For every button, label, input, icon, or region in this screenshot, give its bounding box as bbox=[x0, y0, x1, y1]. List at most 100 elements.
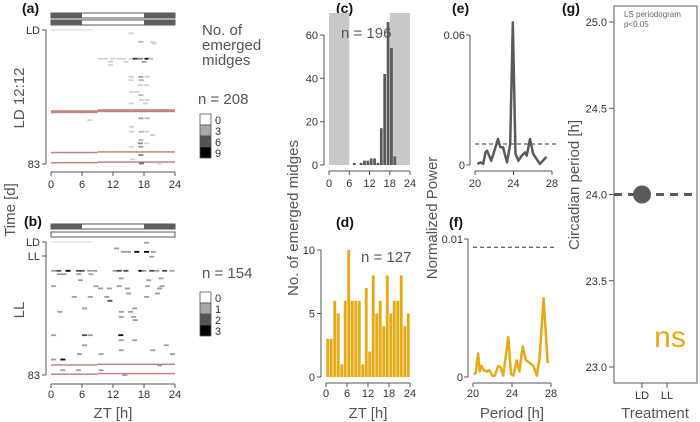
histogram-bar bbox=[386, 22, 390, 165]
emergence-event bbox=[51, 358, 57, 361]
x-tick-label: 18 bbox=[138, 389, 150, 401]
emergence-event bbox=[138, 79, 144, 82]
emergence-event bbox=[138, 94, 144, 97]
x-tick-label: 6 bbox=[79, 179, 85, 191]
legend-level-label: 0 bbox=[215, 115, 221, 127]
emergence-event bbox=[82, 334, 88, 337]
emergence-event bbox=[76, 353, 82, 356]
x-tick-label: 24 bbox=[404, 178, 416, 190]
emergence-event bbox=[158, 277, 164, 280]
emergence-event bbox=[107, 299, 113, 302]
panel-label-b: (b) bbox=[24, 213, 42, 229]
y-tick-label: 0 bbox=[312, 160, 318, 172]
emergence-event bbox=[56, 269, 62, 272]
emergence-event bbox=[132, 319, 138, 322]
emergence-event bbox=[138, 154, 144, 157]
y-tick-label: LD bbox=[26, 25, 40, 37]
emergence-event bbox=[87, 269, 93, 272]
panel-label-f: (f) bbox=[449, 214, 463, 230]
emergence-event bbox=[92, 269, 98, 272]
x-tick-label: 24 bbox=[169, 389, 181, 401]
dark-phase-segment bbox=[51, 224, 82, 229]
highlight-row bbox=[97, 161, 175, 163]
emergence-event bbox=[144, 75, 150, 78]
legend-level-label: 9 bbox=[215, 148, 221, 160]
power-axis-label: Normalized Power bbox=[424, 157, 441, 280]
legend-swatch bbox=[199, 113, 212, 126]
legend-method: LS periodogram bbox=[624, 10, 681, 19]
y-tick-label: 0.01 bbox=[442, 234, 463, 246]
legend-title-line2: emerged bbox=[202, 37, 261, 54]
emergence-event bbox=[57, 310, 63, 313]
histogram-bar bbox=[361, 364, 365, 377]
highlight-row bbox=[97, 109, 175, 113]
emergence-event bbox=[71, 296, 77, 298]
histogram-bar bbox=[392, 300, 396, 377]
emergence-event bbox=[159, 285, 165, 288]
emergence-event bbox=[114, 247, 120, 250]
dark-phase-segment bbox=[51, 20, 82, 25]
histogram-bar bbox=[366, 160, 370, 165]
panel-label-d: (d) bbox=[336, 214, 354, 230]
emergence-event bbox=[150, 134, 156, 137]
dark-phase-segment bbox=[144, 224, 175, 229]
histogram-bar bbox=[406, 313, 410, 377]
legend-level-label: 3 bbox=[215, 326, 221, 338]
emergence-event bbox=[138, 117, 144, 120]
emergence-event bbox=[143, 102, 149, 105]
emergence-event bbox=[150, 250, 156, 253]
y-tick-label: 5 bbox=[309, 309, 315, 321]
y-tick-label: LL bbox=[28, 251, 40, 263]
emergence-event bbox=[77, 279, 83, 282]
circadian-axis-label: Circadian period [h] bbox=[566, 120, 583, 250]
legend-swatch bbox=[199, 302, 212, 315]
emergence-event bbox=[145, 285, 151, 288]
emergence-event bbox=[118, 315, 124, 318]
emergence-event bbox=[129, 130, 135, 133]
y-tick-label: 83 bbox=[28, 370, 40, 382]
histogram-bar bbox=[326, 338, 330, 377]
x-tick-label: 28 bbox=[545, 388, 557, 400]
x-tick-label: LL bbox=[661, 390, 673, 402]
emergence-event bbox=[138, 145, 144, 148]
emergence-event bbox=[141, 60, 147, 63]
emergence-event bbox=[137, 57, 143, 60]
y-tick-label: 40 bbox=[306, 73, 318, 85]
emergence-event bbox=[144, 250, 150, 253]
highlight-row bbox=[51, 161, 98, 164]
emergence-event bbox=[128, 75, 134, 78]
legend-level-label: 3 bbox=[215, 126, 221, 138]
emergence-event bbox=[138, 40, 144, 43]
dark-phase-shading bbox=[329, 13, 350, 165]
emergence-event bbox=[148, 57, 154, 60]
highlight-row bbox=[97, 151, 175, 153]
highlight-row bbox=[51, 110, 98, 114]
histogram-bar bbox=[383, 74, 387, 165]
emergence-event bbox=[124, 287, 130, 290]
emergence-event bbox=[75, 369, 81, 372]
x-tick-label: 18 bbox=[384, 178, 396, 190]
panel-label-e: (e) bbox=[452, 0, 469, 16]
x-tick-label: 18 bbox=[138, 179, 150, 191]
emergence-event bbox=[93, 285, 99, 288]
y-tick-label: 24.5 bbox=[586, 103, 607, 115]
emergence-event bbox=[79, 269, 85, 272]
emergence-event bbox=[118, 277, 124, 280]
histogram-bar bbox=[403, 326, 407, 377]
y-tick-label: 0 bbox=[309, 372, 315, 384]
emergence-event bbox=[87, 296, 93, 298]
panel-label-a: (a) bbox=[22, 0, 39, 16]
emergence-event bbox=[129, 90, 135, 93]
emergence-event bbox=[144, 130, 150, 133]
emergence-event bbox=[132, 307, 138, 310]
panel-label-c: (c) bbox=[336, 0, 353, 16]
emergence-event bbox=[112, 269, 118, 272]
histogram-bar bbox=[364, 288, 368, 377]
histogram-bar bbox=[350, 300, 354, 377]
histogram-bar bbox=[385, 275, 389, 377]
y-tick-label: 0 bbox=[459, 160, 465, 172]
emergence-event bbox=[98, 353, 104, 356]
emergence-event bbox=[162, 269, 168, 272]
legend-significance: p<0.05 bbox=[624, 20, 649, 29]
